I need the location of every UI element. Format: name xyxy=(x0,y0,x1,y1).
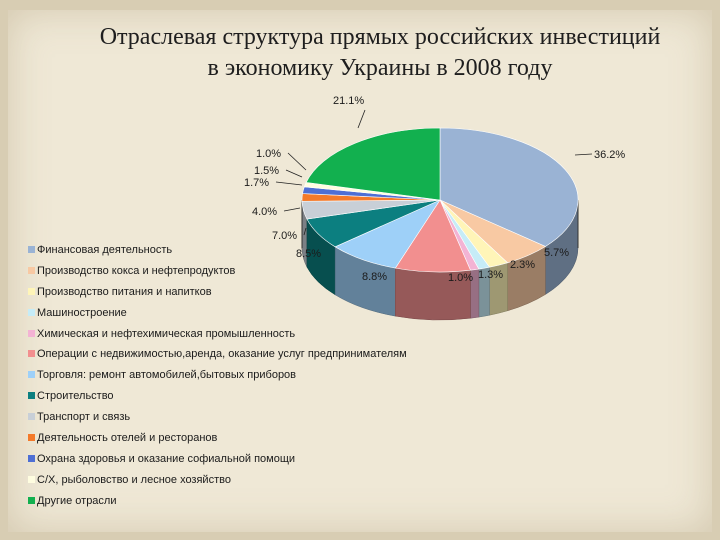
legend-label-4: Химическая и нефтехимическая промышленно… xyxy=(37,327,296,340)
legend-item-7: Строительство xyxy=(28,390,468,411)
data-label-4: 1.0% xyxy=(448,272,473,284)
data-label-5: 8.8% xyxy=(362,271,387,283)
legend-label-8: Транспорт и связь xyxy=(37,411,131,424)
legend-label-6: Торговля: ремонт автомобилей,бытовых при… xyxy=(37,369,297,382)
leader-line-10 xyxy=(285,169,303,178)
legend-swatch-10 xyxy=(28,454,35,462)
chart-title-line-2: в экономику Украины в 2008 году xyxy=(207,55,553,81)
legend-item-9: Деятельность отелей и ресторанов xyxy=(28,432,468,453)
legend-label-2: Производство питания и напитков xyxy=(37,285,212,298)
leader-line-0 xyxy=(574,153,593,156)
data-label-9: 1.7% xyxy=(244,177,269,189)
legend-item-6: Торговля: ремонт автомобилей,бытовых при… xyxy=(28,369,468,390)
legend-swatch-8 xyxy=(28,413,35,421)
legend-swatch-11 xyxy=(28,475,35,483)
legend-label-10: Охрана здоровья и оказание софиальной по… xyxy=(37,452,296,465)
legend-item-2: Производство питания и напитков xyxy=(28,286,468,307)
legend-label-9: Деятельность отелей и ресторанов xyxy=(37,432,218,445)
legend-item-8: Транспорт и связь xyxy=(28,411,468,432)
legend-swatch-1 xyxy=(28,266,35,274)
data-labels: 36.2% 5.7% 2.3% 1.3% 1.0% 8.8% 8.5% 7.0% 4.0% 1.7… xyxy=(244,95,625,284)
data-label-6: 8.5% xyxy=(296,248,321,260)
data-label-12: 21.1% xyxy=(333,95,364,107)
data-label-3: 1.3% xyxy=(478,269,503,281)
legend-swatch-5 xyxy=(28,350,35,358)
legend-swatch-4 xyxy=(28,329,35,337)
legend-item-0: Финансовая деятельность xyxy=(28,244,468,265)
legend-swatch-2 xyxy=(28,287,35,295)
legend-item-1: Производство кокса и нефтепродуктов xyxy=(28,265,468,286)
pie-slice-12 xyxy=(305,127,441,201)
legend-label-5: Операции с недвижимостью,аренда, оказани… xyxy=(37,348,407,361)
legend-item-12: Другие отрасли xyxy=(28,495,468,516)
legend-item-10: Охрана здоровья и оказание софиальной по… xyxy=(28,453,468,474)
data-label-10: 1.5% xyxy=(254,165,279,177)
legend-item-4: Химическая и нефтехимическая промышленно… xyxy=(28,328,468,349)
legend-item-3: Машиностроение xyxy=(28,307,468,328)
legend-swatch-0 xyxy=(28,246,35,253)
legend-label-7: Строительство xyxy=(37,390,114,403)
legend-item-11: С/Х, рыболовство и лесное хозяйство xyxy=(28,474,468,495)
legend-label-3: Машиностроение xyxy=(37,306,127,319)
legend-swatch-3 xyxy=(28,308,35,316)
leader-line-8 xyxy=(283,207,301,212)
chart-legend: Финансовая деятельность Производство кокс… xyxy=(28,244,468,516)
chart-title-line-1: Отраслевая структура прямых российских и… xyxy=(99,24,661,50)
leader-line-12 xyxy=(357,109,366,129)
data-label-2: 2.3% xyxy=(510,259,535,271)
data-label-0: 36.2% xyxy=(594,149,625,161)
chart-title: Отраслевая структура прямых российских и… xyxy=(60,22,700,84)
legend-swatch-12 xyxy=(28,496,35,504)
legend-label-1: Производство кокса и нефтепродуктов xyxy=(37,264,236,277)
legend-swatch-7 xyxy=(28,392,35,400)
leader-line-7 xyxy=(303,227,307,236)
data-label-8: 4.0% xyxy=(252,206,277,218)
data-label-7: 7.0% xyxy=(272,230,297,242)
pie-top xyxy=(301,127,579,273)
data-label-11: 1.0% xyxy=(256,148,281,160)
legend-swatch-6 xyxy=(28,371,35,379)
data-label-1: 5.7% xyxy=(544,247,569,259)
pie-slice-0 xyxy=(439,127,579,247)
legend-swatch-9 xyxy=(28,434,35,442)
legend-label-11: С/Х, рыболовство и лесное хозяйство xyxy=(37,473,231,486)
legend-item-5: Операции с недвижимостью,аренда, оказани… xyxy=(28,348,468,369)
legend-label-12: Другие отрасли xyxy=(37,494,117,507)
legend-label-0: Финансовая деятельность xyxy=(37,244,173,256)
leader-line-9 xyxy=(275,181,303,186)
leader-line-11 xyxy=(287,152,307,171)
